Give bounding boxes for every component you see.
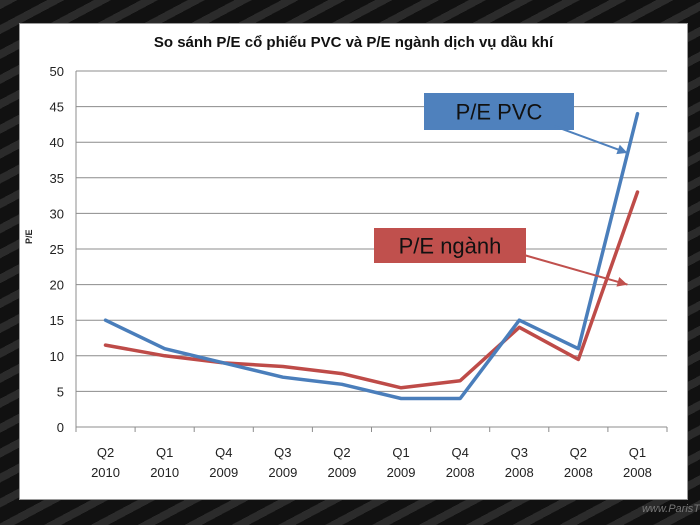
y-tick-label: 35	[50, 171, 64, 186]
x-tick-label: 2008	[623, 465, 652, 480]
series-line	[103, 111, 640, 401]
x-tick-label: 2008	[505, 465, 534, 480]
y-tick-label: 0	[57, 420, 64, 435]
x-tick-label: Q3	[274, 445, 291, 460]
x-tick-label: 2010	[150, 465, 179, 480]
annotation-label: P/E PVC	[456, 100, 543, 125]
x-tick-label: Q2	[570, 445, 587, 460]
annotation-box	[374, 228, 526, 263]
y-tick-label: 40	[50, 135, 64, 150]
chart-title: So sánh P/E cổ phiếu PVC và P/E ngành dị…	[153, 34, 554, 51]
y-tick-label: 30	[50, 206, 64, 221]
y-tick-label: 20	[50, 278, 64, 293]
annotation-arrow	[553, 125, 628, 154]
x-tick-label: 2009	[327, 465, 356, 480]
x-tick-label: Q1	[629, 445, 646, 460]
x-tick-label: Q4	[215, 445, 232, 460]
y-tick-label: 50	[50, 64, 64, 79]
y-tick-label: 45	[50, 100, 64, 115]
x-tick-label: 2008	[564, 465, 593, 480]
x-tick-label: Q2	[97, 445, 114, 460]
x-tick-label: Q1	[156, 445, 173, 460]
x-tick-label: Q3	[511, 445, 528, 460]
series-line	[103, 190, 640, 390]
x-tick-label: 2009	[387, 465, 416, 480]
y-tick-label: 25	[50, 242, 64, 257]
watermark-text: www.ParisT	[641, 503, 700, 515]
x-tick-label: 2009	[209, 465, 238, 480]
y-tick-label: 15	[50, 313, 64, 328]
annotation-box	[424, 93, 574, 130]
x-tick-label: 2009	[268, 465, 297, 480]
chart-panel: So sánh P/E cổ phiếu PVC và P/E ngành dị…	[19, 23, 688, 500]
x-tick-label: Q1	[392, 445, 409, 460]
y-tick-label: 5	[57, 384, 64, 399]
x-tick-label: 2010	[91, 465, 120, 480]
y-tick-label: 10	[50, 349, 64, 364]
annotation-arrow	[523, 254, 628, 286]
x-tick-label: Q4	[451, 445, 468, 460]
x-tick-label: Q2	[333, 445, 350, 460]
annotation-arrowhead	[616, 277, 628, 287]
x-tick-label: 2008	[446, 465, 475, 480]
annotation-arrowhead	[616, 144, 628, 155]
annotation-label: P/E ngành	[399, 234, 502, 259]
line-chart: 0 5 10 15 20 25 30 35 40 45 50 Q2 2010 Q1 2010 Q4 2009 Q3…	[50, 64, 668, 480]
